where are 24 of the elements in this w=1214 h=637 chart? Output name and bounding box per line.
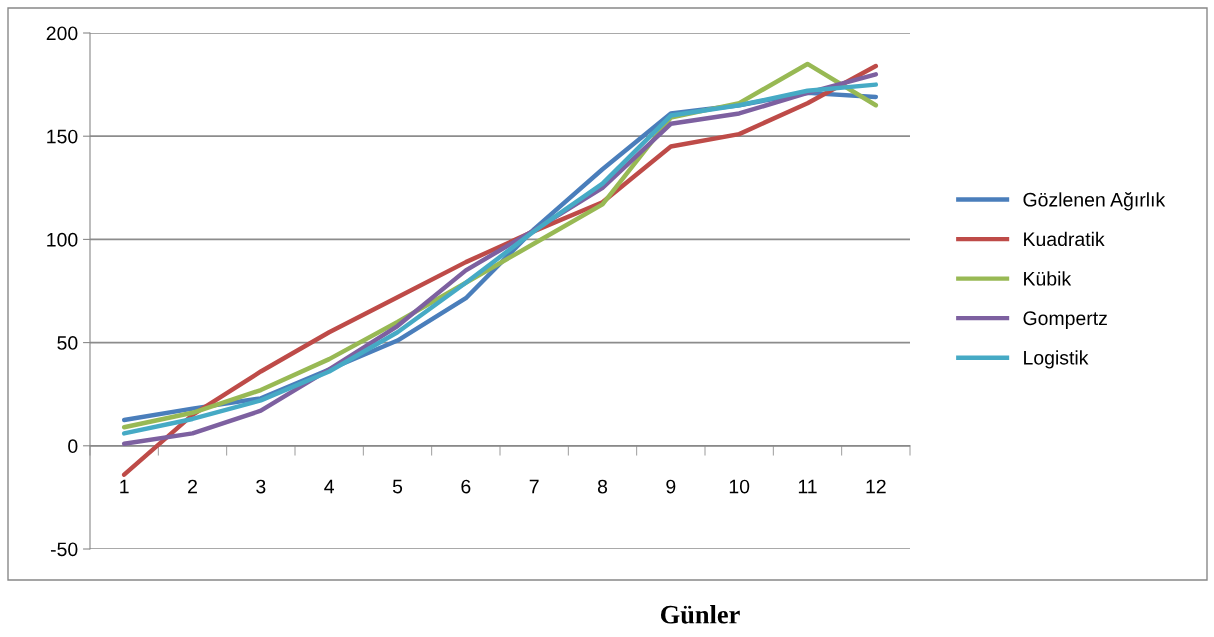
legend-label: Logistik: [1024, 350, 1089, 369]
x-tick-label: 7: [529, 479, 539, 494]
x-tick-label: 6: [461, 479, 471, 494]
y-tick-label: 200: [46, 26, 78, 41]
x-tick-label: 5: [392, 479, 403, 494]
x-tick-label: 10: [729, 479, 750, 494]
legend-label: Gözlenen Ağırlık: [1023, 192, 1166, 211]
x-tick-label: 12: [866, 479, 886, 494]
y-tick-label: 100: [47, 232, 78, 247]
x-tick-label: 11: [798, 479, 817, 494]
y-tick-label: 150: [47, 129, 78, 144]
x-tick-label: 8: [597, 479, 608, 494]
x-tick-label: 1: [120, 479, 129, 494]
x-tick-label: 2: [188, 479, 197, 494]
x-tick-label: 4: [324, 479, 335, 494]
legend-label: Gompertz: [1023, 311, 1107, 329]
y-tick-label: 50: [57, 336, 78, 350]
y-tick-label: -50: [50, 542, 78, 557]
x-axis-title: Günler: [660, 605, 740, 624]
y-tick-label: 0: [68, 439, 78, 454]
x-tick-label: 3: [256, 479, 266, 494]
x-tick-label: 9: [666, 479, 676, 494]
legend-label: Kuadratik: [1024, 231, 1105, 247]
legend-label: Kübik: [1024, 271, 1072, 286]
